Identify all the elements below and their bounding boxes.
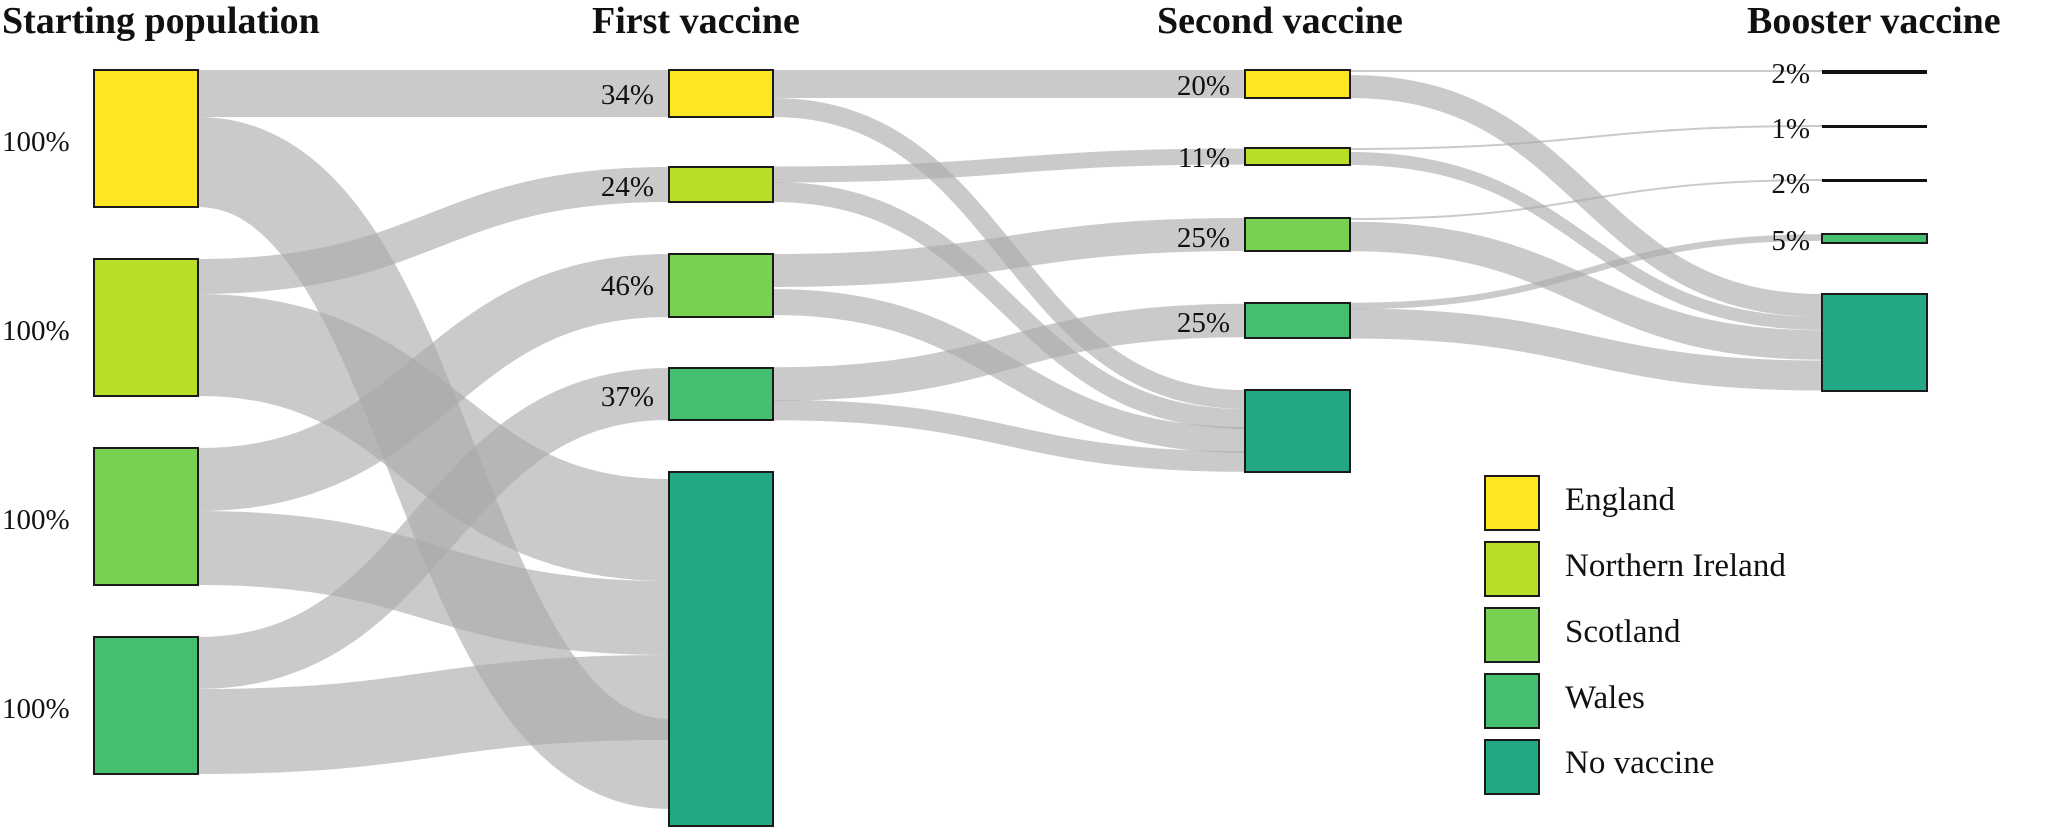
node-start-wales bbox=[93, 636, 199, 775]
node-booster-northern-ireland bbox=[1822, 125, 1927, 128]
node-second-england bbox=[1244, 69, 1351, 99]
second-scotland-label: 25% bbox=[1177, 222, 1230, 254]
legend-label-scotland: Scotland bbox=[1565, 614, 1681, 650]
column-title-booster-vaccine: Booster vaccine bbox=[1747, 0, 2001, 42]
link-second-wales-to-booster-no-vaccine bbox=[1349, 308, 1823, 391]
node-start-northern-ireland bbox=[93, 258, 199, 397]
first-northern-ireland-label: 24% bbox=[601, 171, 654, 203]
legend-swatch-scotland bbox=[1484, 607, 1540, 663]
node-booster-england bbox=[1822, 70, 1927, 74]
stage-nodes bbox=[93, 69, 1928, 827]
legend: England Northern Ireland Scotland Wales … bbox=[1484, 475, 1786, 795]
link-first-wales-to-second-no-vaccine bbox=[772, 399, 1246, 472]
legend-label-northern-ireland: Northern Ireland bbox=[1565, 548, 1786, 584]
flow-links bbox=[195, 69, 1823, 809]
column-title-first-vaccine: First vaccine bbox=[592, 0, 800, 42]
booster-northern-ireland-label: 1% bbox=[1771, 113, 1810, 145]
booster-wales-label: 5% bbox=[1771, 225, 1810, 257]
legend-swatch-wales bbox=[1484, 673, 1540, 729]
node-second-northern-ireland bbox=[1244, 147, 1351, 166]
column-title-starting-population: Starting population bbox=[2, 0, 320, 42]
link-first-scotland-to-second-no-vaccine bbox=[772, 289, 1246, 453]
node-first-wales bbox=[668, 367, 774, 421]
node-first-northern-ireland bbox=[668, 166, 774, 203]
node-booster-no-vaccine bbox=[1821, 293, 1928, 392]
node-booster-wales bbox=[1821, 233, 1928, 244]
node-booster-scotland bbox=[1822, 179, 1927, 182]
link-second-scotland-to-booster-no-vaccine bbox=[1349, 221, 1823, 360]
first-england-label: 34% bbox=[601, 79, 654, 111]
legend-swatch-england bbox=[1484, 475, 1540, 531]
second-england-label: 20% bbox=[1177, 70, 1230, 102]
start-england-label: 100% bbox=[2, 126, 70, 158]
first-scotland-label: 46% bbox=[601, 270, 654, 302]
link-second-northern-ireland-to-booster-no-vaccine bbox=[1349, 152, 1823, 330]
node-first-england bbox=[668, 69, 774, 118]
link-start-northern-ireland-to-first-northern-ireland bbox=[197, 167, 670, 294]
legend-label-no-vaccine: No vaccine bbox=[1565, 745, 1714, 781]
legend-swatch-northern-ireland bbox=[1484, 541, 1540, 597]
link-second-wales-to-booster-wales bbox=[1349, 234, 1823, 310]
node-second-wales bbox=[1244, 302, 1351, 339]
node-first-no-vaccine bbox=[668, 471, 774, 827]
node-second-no-vaccine bbox=[1244, 389, 1351, 473]
node-start-england bbox=[93, 69, 199, 208]
legend-label-england: England bbox=[1565, 482, 1675, 518]
start-scotland-label: 100% bbox=[2, 504, 70, 536]
link-second-england-to-booster-no-vaccine bbox=[1349, 75, 1823, 317]
start-northern-ireland-label: 100% bbox=[2, 315, 70, 347]
booster-england-label: 2% bbox=[1771, 58, 1810, 90]
legend-label-wales: Wales bbox=[1565, 680, 1645, 716]
booster-scotland-label: 2% bbox=[1771, 168, 1810, 200]
link-first-scotland-to-second-scotland bbox=[772, 218, 1246, 287]
node-first-scotland bbox=[668, 253, 774, 318]
link-start-scotland-to-first-scotland bbox=[197, 254, 670, 511]
node-start-scotland bbox=[93, 447, 199, 586]
link-first-northern-ireland-to-second-northern-ireland bbox=[772, 148, 1246, 183]
link-start-scotland-to-first-no-vaccine bbox=[197, 511, 670, 655]
second-wales-label: 25% bbox=[1177, 307, 1230, 339]
column-title-second-vaccine: Second vaccine bbox=[1157, 0, 1403, 42]
first-wales-label: 37% bbox=[601, 381, 654, 413]
link-second-northern-ireland-to-booster-northern-ireland bbox=[1349, 125, 1823, 150]
link-second-scotland-to-booster-scotland bbox=[1349, 179, 1823, 220]
link-start-wales-to-first-no-vaccine bbox=[197, 655, 670, 774]
link-first-wales-to-second-wales bbox=[772, 303, 1246, 401]
start-wales-label: 100% bbox=[2, 693, 70, 725]
link-first-northern-ireland-to-second-no-vaccine bbox=[772, 182, 1246, 429]
legend-swatch-no-vaccine bbox=[1484, 739, 1540, 795]
second-northern-ireland-label: 11% bbox=[1178, 142, 1230, 174]
link-start-northern-ireland-to-first-no-vaccine bbox=[197, 294, 670, 581]
link-start-wales-to-first-wales bbox=[197, 368, 670, 689]
node-second-scotland bbox=[1244, 217, 1351, 252]
